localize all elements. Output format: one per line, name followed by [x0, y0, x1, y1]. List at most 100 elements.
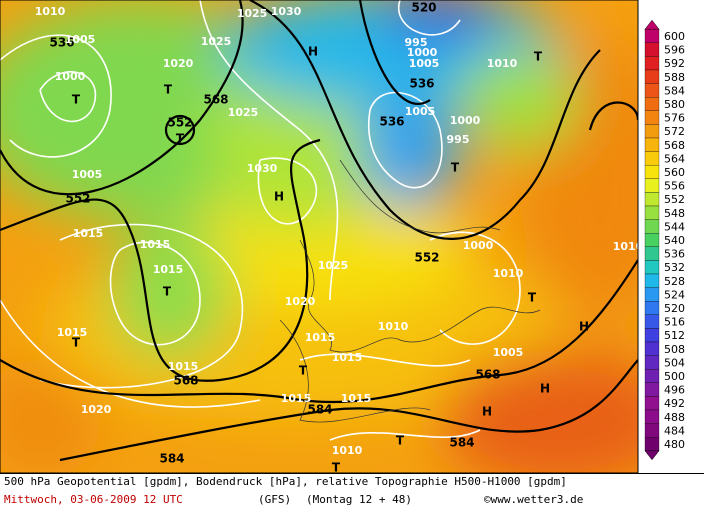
contour-label: 1015	[73, 227, 104, 240]
scale-label: 500	[664, 370, 685, 383]
color-swatch	[644, 205, 660, 220]
color-swatch	[644, 29, 660, 43]
scale-label: 532	[664, 261, 685, 274]
contour-label: 1015	[168, 360, 199, 373]
contour-label: T	[72, 336, 81, 350]
contour-label: H	[308, 45, 318, 59]
scale-arrow-top	[644, 19, 660, 30]
scale-label: 556	[664, 180, 685, 193]
contour-label: 1025	[318, 259, 349, 272]
color-swatch	[644, 301, 660, 315]
scale-label: 560	[664, 166, 685, 179]
color-swatch	[644, 124, 660, 139]
contour-label: T	[332, 461, 341, 475]
contour-label: H	[540, 382, 550, 396]
contour-label: 568	[475, 368, 500, 382]
scale-arrow-bottom	[644, 450, 660, 461]
contour-label: 1015	[153, 263, 184, 276]
contour-label: T	[534, 50, 543, 64]
contour-label: 1000	[450, 114, 481, 127]
scale-label: 536	[664, 248, 685, 261]
contour-label: 1015	[281, 392, 312, 405]
color-swatch	[644, 437, 660, 451]
scale-label: 504	[664, 356, 685, 369]
contour-label: 568	[203, 93, 228, 107]
color-scale: 6005965925885845805765725685645605565525…	[644, 19, 685, 461]
color-swatch	[644, 219, 660, 234]
scale-label: 496	[664, 384, 685, 397]
contour-label: 1010	[35, 5, 66, 18]
contour-label: 536	[409, 77, 434, 91]
geopotential-lines	[0, 0, 638, 462]
footer-description: 500 hPa Geopotential [gpdm], Bodendruck …	[4, 475, 567, 488]
color-swatch	[644, 151, 660, 166]
color-swatch	[644, 382, 660, 397]
contour-label: 1015	[332, 351, 363, 364]
contour-label: T	[164, 83, 173, 97]
scale-label: 552	[664, 193, 685, 206]
contour-label: 995	[405, 36, 428, 49]
contour-label: T	[163, 285, 172, 299]
color-swatch	[644, 423, 660, 438]
color-swatch	[644, 355, 660, 370]
contour-label: 1000	[407, 46, 438, 59]
color-swatch	[644, 165, 660, 179]
contour-label: H	[482, 405, 492, 419]
scale-label: 572	[664, 125, 685, 138]
contour-label: T	[176, 132, 185, 146]
contour-label: 520	[411, 1, 436, 15]
scale-label: 520	[664, 302, 685, 315]
contour-label: 1000	[55, 70, 86, 83]
color-swatch	[644, 273, 660, 288]
contour-label: 1010	[332, 444, 363, 457]
contour-label: 584	[159, 452, 184, 466]
contour-label: 552	[65, 192, 90, 206]
scale-label: 568	[664, 139, 685, 152]
color-swatch	[644, 97, 660, 111]
contour-label: 1015	[140, 238, 171, 251]
color-swatch	[644, 314, 660, 329]
contour-label: T	[451, 161, 460, 175]
scale-label: 596	[664, 44, 685, 57]
contour-label: 1010	[487, 57, 518, 70]
contour-label: 1015	[57, 326, 88, 339]
scale-label: 576	[664, 112, 685, 125]
color-swatch	[644, 233, 660, 247]
contour-label: 568	[173, 374, 198, 388]
contour-label: H	[579, 320, 589, 334]
color-swatch	[644, 260, 660, 275]
color-swatch	[644, 287, 660, 302]
scale-label: 480	[664, 438, 685, 451]
scale-label: 528	[664, 275, 685, 288]
contour-label: 1010	[378, 320, 409, 333]
color-swatch	[644, 409, 660, 424]
color-swatch	[644, 246, 660, 261]
contour-label: 1005	[409, 57, 440, 70]
scale-label: 484	[664, 424, 685, 437]
scale-label: 580	[664, 98, 685, 111]
contour-label: 1015	[305, 331, 336, 344]
contour-label: 995	[447, 133, 470, 146]
color-swatch	[644, 110, 660, 125]
contour-label: 1020	[285, 295, 316, 308]
contour-label: 1025	[228, 106, 259, 119]
scale-label: 516	[664, 316, 685, 329]
scale-label: 508	[664, 343, 685, 356]
scale-label: 592	[664, 57, 685, 70]
contour-label: 1025	[237, 7, 268, 20]
color-swatch	[644, 341, 660, 356]
footer-forecast: (Montag 12 + 48)	[306, 493, 412, 506]
contour-label: T	[299, 364, 308, 378]
contour-label: 1015	[341, 392, 372, 405]
contour-label: 1005	[65, 33, 96, 46]
contour-label: 1030	[271, 5, 302, 18]
contour-label: 1000	[463, 239, 494, 252]
color-swatch	[644, 83, 660, 98]
isobars	[0, 0, 521, 441]
footer-model: (GFS)	[258, 493, 291, 506]
contour-label: 1005	[405, 105, 436, 118]
scale-label: 588	[664, 71, 685, 84]
contour-label: 1005	[493, 346, 524, 359]
